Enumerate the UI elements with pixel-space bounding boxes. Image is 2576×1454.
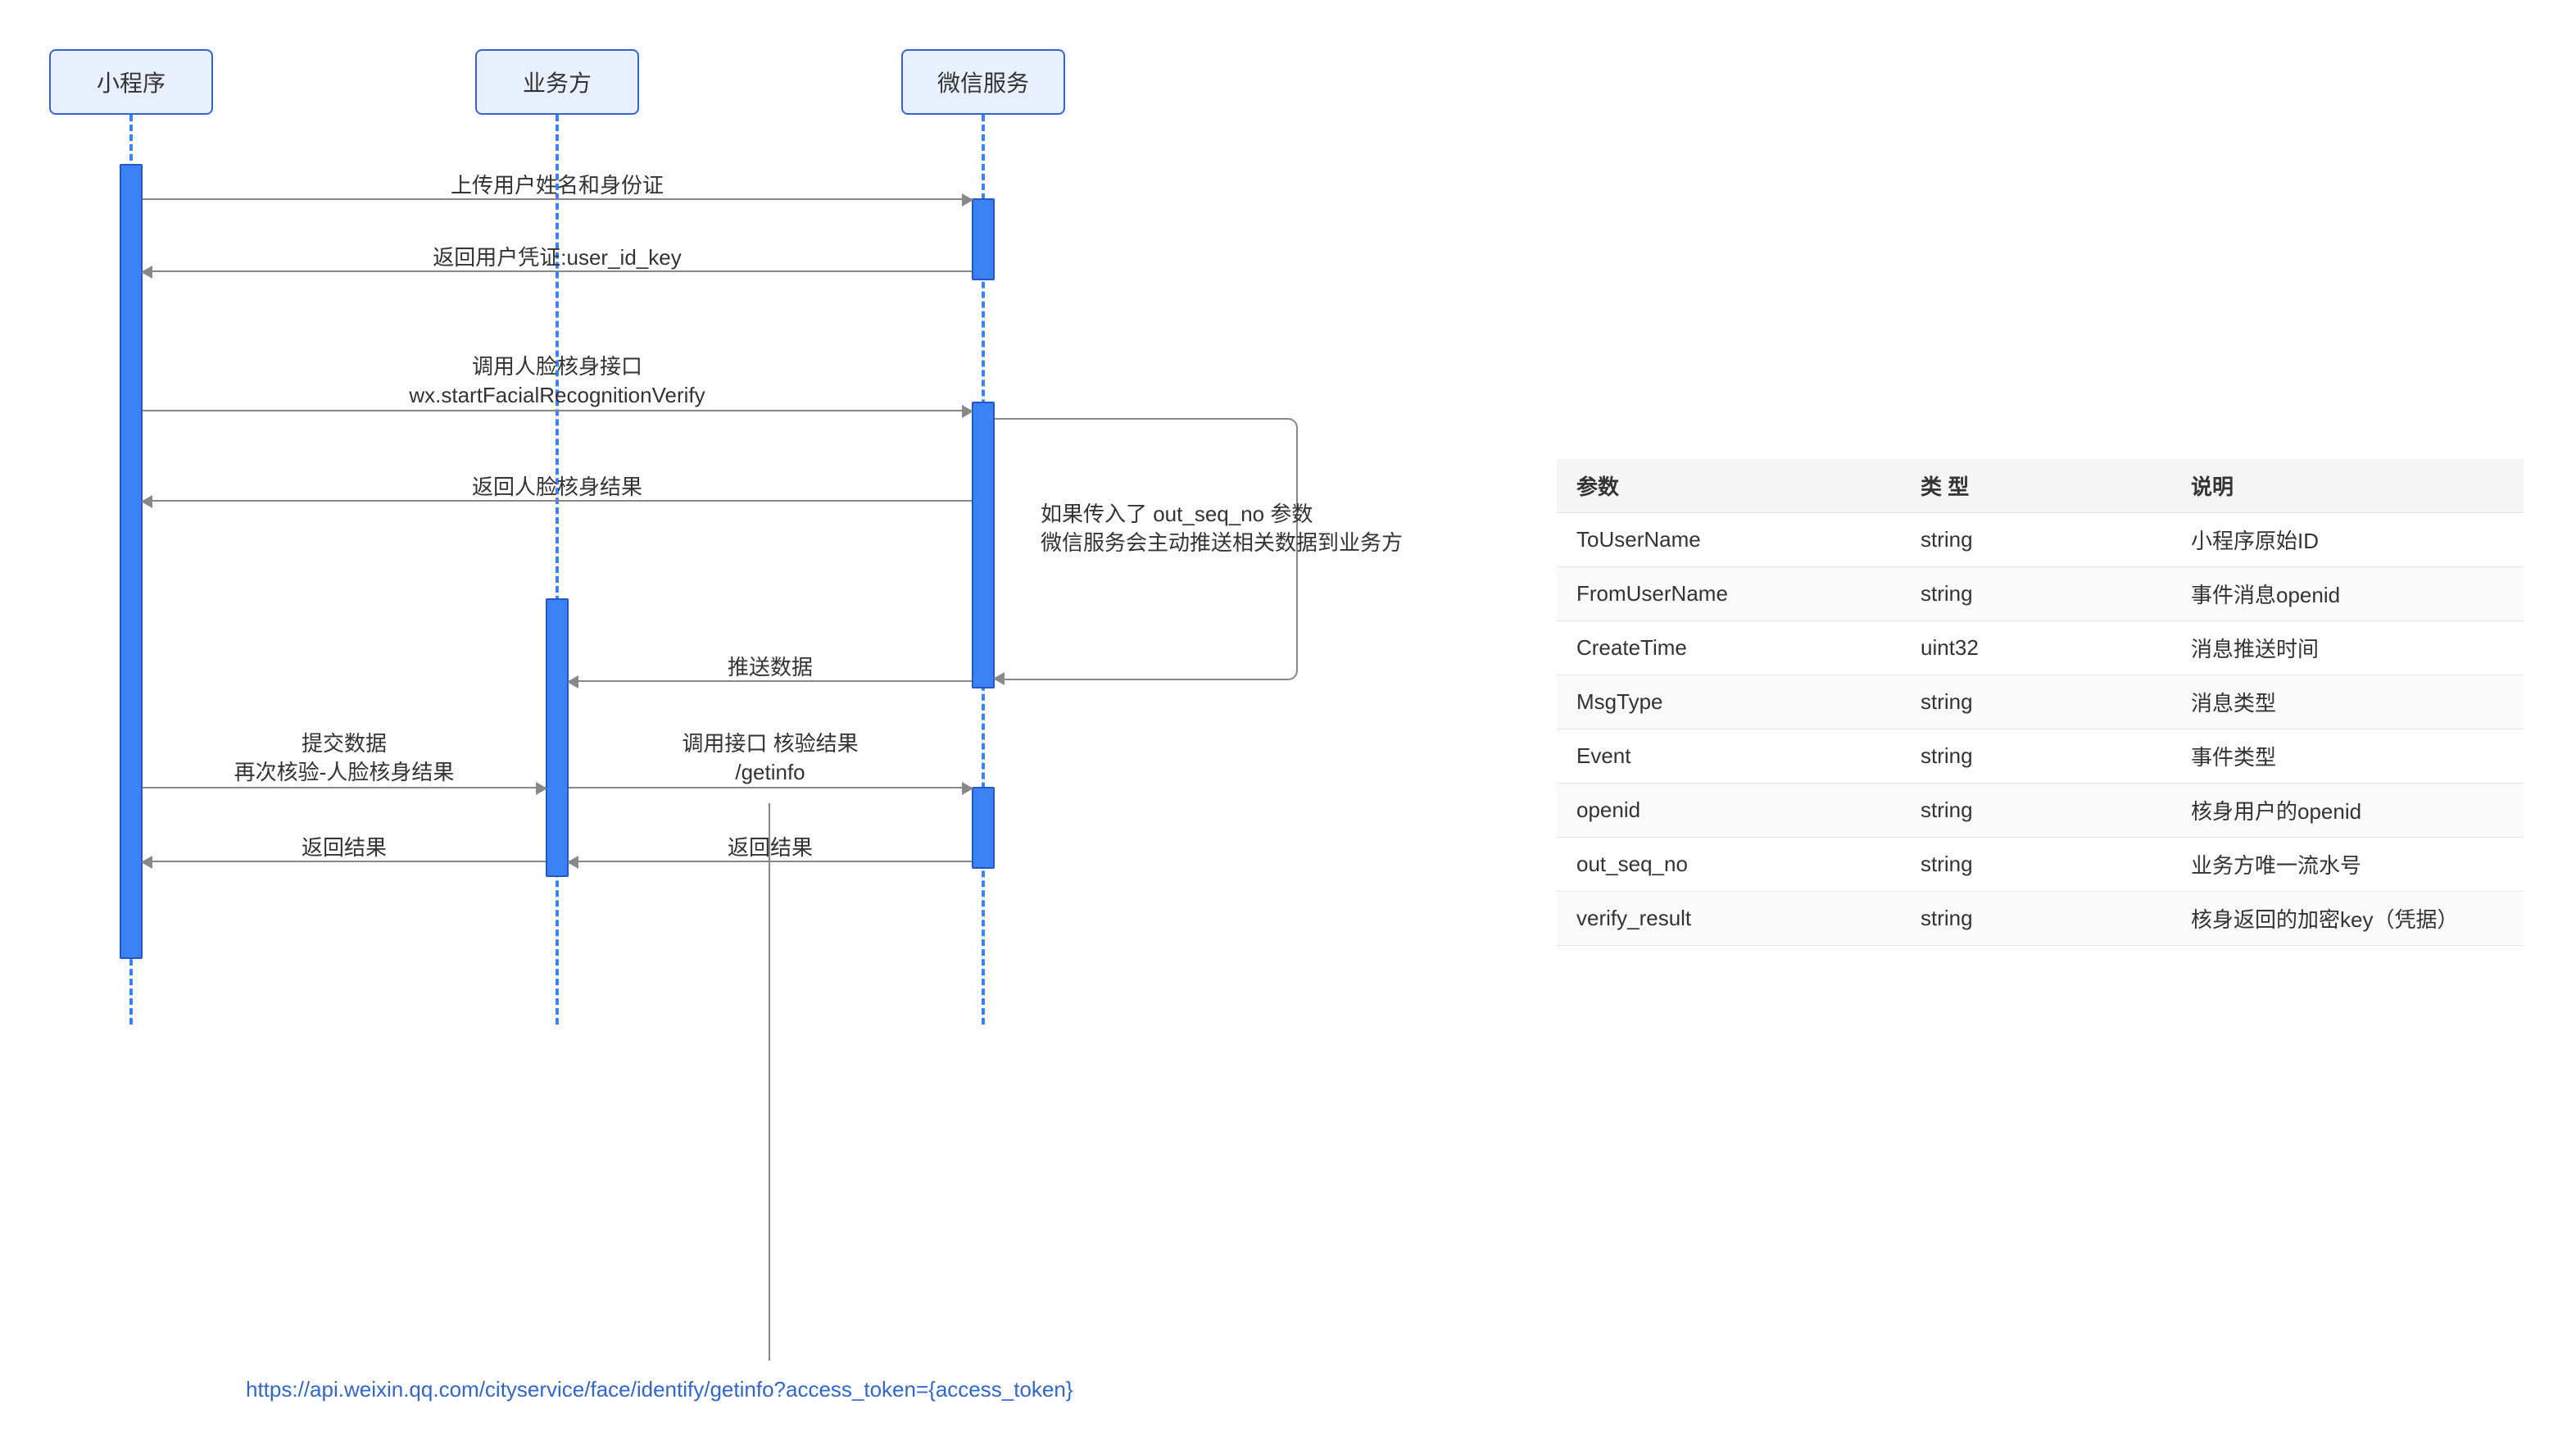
table-row: FromUserName string 事件消息openid (1557, 567, 2524, 621)
msg-return-result-bm-label: 返回结果 (143, 831, 546, 861)
cell-desc: 业务方唯一流水号 (2171, 838, 2524, 892)
participant-business: 业务方 (475, 49, 639, 115)
table-row: ToUserName string 小程序原始ID (1557, 513, 2524, 567)
msg-call-getinfo-label: 调用接口 核验结果 /getinfo (569, 729, 972, 787)
msg-push-data-label: 推送数据 (569, 651, 972, 681)
msg-submit-data-label: 提交数据 再次核验-人脸核身结果 (143, 729, 546, 787)
table-row: openid string 核身用户的openid (1557, 784, 2524, 838)
sequence-diagram: 小程序 业务方 微信服务 上传用户姓名和身份证 返回用户凭证:user_id_k… (0, 0, 2576, 1454)
cell-param: FromUserName (1557, 567, 1901, 621)
participant-label: 小程序 (97, 66, 166, 98)
table-row: verify_result string 核身返回的加密key（凭据） (1557, 892, 2524, 946)
cell-type: string (1901, 567, 2171, 621)
cell-param: CreateTime (1557, 621, 1901, 675)
cell-desc: 核身用户的openid (2171, 784, 2524, 838)
participant-miniprogram: 小程序 (49, 49, 213, 115)
loop-note-label: 如果传入了 out_seq_no 参数 微信服务会主动推送相关数据到业务方 (1041, 500, 1499, 557)
cell-desc: 消息推送时间 (2171, 621, 2524, 675)
table-header-row: 参数 类 型 说明 (1557, 459, 2524, 513)
msg-call-facial-api (143, 410, 972, 411)
note-line: 如果传入了 out_seq_no 参数 (1041, 502, 1313, 526)
msg-return-userkey-label: 返回用户凭证:user_id_key (143, 241, 972, 271)
col-desc: 说明 (2171, 459, 2524, 513)
cell-param: openid (1557, 784, 1901, 838)
msg-upload-user-label: 上传用户姓名和身份证 (143, 169, 972, 199)
table-row: CreateTime uint32 消息推送时间 (1557, 621, 2524, 675)
cell-desc: 消息类型 (2171, 675, 2524, 729)
participant-wechat: 微信服务 (901, 49, 1065, 115)
msg-line: 再次核验-人脸核身结果 (234, 760, 455, 784)
cell-param: Event (1557, 729, 1901, 784)
msg-line-link: /getinfo (735, 760, 805, 784)
note-line: 微信服务会主动推送相关数据到业务方 (1041, 530, 1403, 555)
msg-line: 调用接口 核验结果 (682, 731, 858, 756)
activation-wechat-3 (972, 787, 995, 869)
activation-wechat-2 (972, 402, 995, 688)
cell-desc: 事件消息openid (2171, 567, 2524, 621)
cell-type: string (1901, 675, 2171, 729)
msg-return-facial-result-label: 返回人脸核身结果 (143, 470, 972, 501)
cell-desc: 小程序原始ID (2171, 513, 2524, 567)
cell-desc: 事件类型 (2171, 729, 2524, 784)
getinfo-connector (769, 803, 770, 1361)
msg-call-getinfo (569, 787, 972, 788)
participant-label: 业务方 (523, 66, 592, 98)
cell-type: string (1901, 513, 2171, 567)
msg-call-facial-api-label: 调用人脸核身接口 wx.startFacialRecognitionVerify (143, 352, 972, 410)
participant-label: 微信服务 (937, 66, 1029, 98)
cell-desc: 核身返回的加密key（凭据） (2171, 892, 2524, 946)
cell-type: string (1901, 784, 2171, 838)
activation-miniprogram (120, 164, 143, 959)
col-type: 类 型 (1901, 459, 2171, 513)
cell-param: verify_result (1557, 892, 1901, 946)
col-param: 参数 (1557, 459, 1901, 513)
cell-param: ToUserName (1557, 513, 1901, 567)
msg-return-result-wb-label: 返回结果 (569, 831, 972, 861)
table-row: out_seq_no string 业务方唯一流水号 (1557, 838, 2524, 892)
msg-line: 调用人脸核身接口 (472, 354, 642, 379)
table-row: Event string 事件类型 (1557, 729, 2524, 784)
msg-line: wx.startFacialRecognitionVerify (409, 383, 705, 407)
param-table: 参数 类 型 说明 ToUserName string 小程序原始ID From… (1557, 459, 2524, 946)
cell-param: MsgType (1557, 675, 1901, 729)
api-url: https://api.weixin.qq.com/cityservice/fa… (246, 1377, 1073, 1402)
msg-line: 提交数据 (302, 731, 387, 756)
table-row: MsgType string 消息类型 (1557, 675, 2524, 729)
activation-wechat-1 (972, 198, 995, 280)
msg-submit-data (143, 787, 546, 788)
cell-type: string (1901, 838, 2171, 892)
page: 小程序 业务方 微信服务 上传用户姓名和身份证 返回用户凭证:user_id_k… (0, 0, 2576, 1454)
cell-type: uint32 (1901, 621, 2171, 675)
cell-param: out_seq_no (1557, 838, 1901, 892)
cell-type: string (1901, 892, 2171, 946)
activation-business (546, 598, 569, 877)
cell-type: string (1901, 729, 2171, 784)
